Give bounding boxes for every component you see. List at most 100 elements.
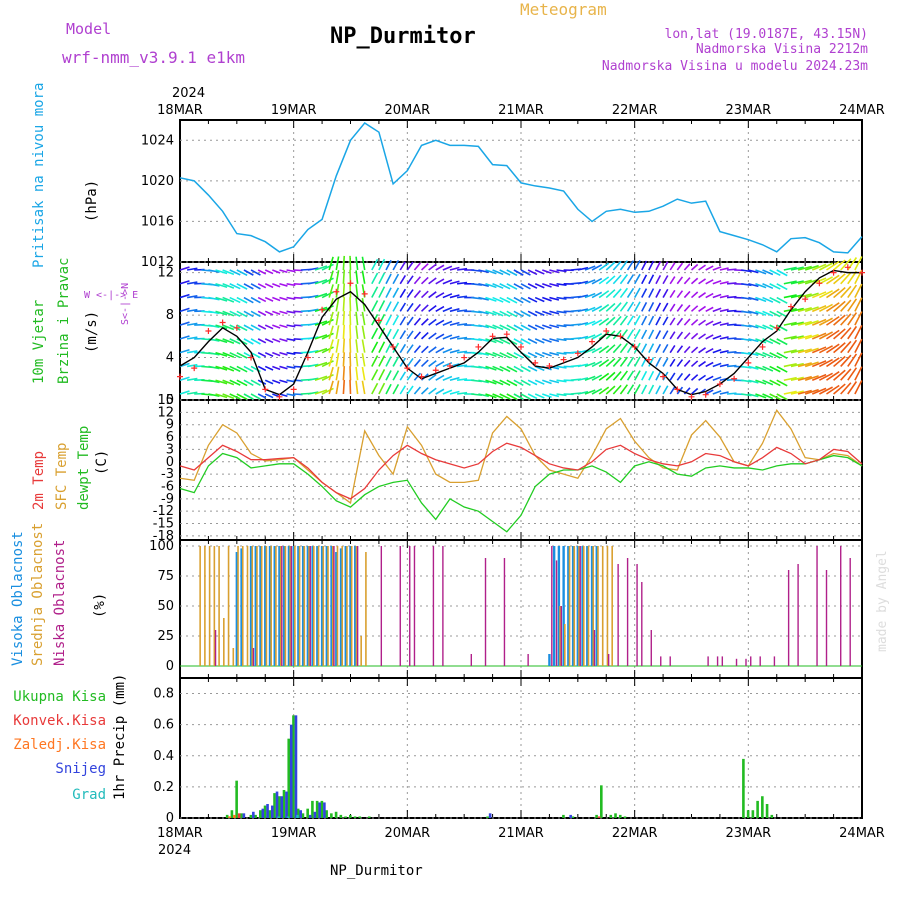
wind-vector <box>406 371 414 381</box>
convective-precip-bar <box>237 813 241 818</box>
wind-vector <box>406 330 414 340</box>
wind-vector <box>215 296 228 302</box>
wind-vector <box>272 379 281 384</box>
wind-vector <box>442 375 453 381</box>
wind-vector <box>399 261 407 271</box>
wind-vector <box>804 347 819 354</box>
hail-bar <box>277 816 280 818</box>
wind-vector <box>215 351 228 357</box>
wind-vector <box>355 311 359 326</box>
wind-vector <box>456 350 468 354</box>
wind-vector <box>584 389 596 395</box>
wind-vector <box>342 324 346 339</box>
temp-y-tick: -12 <box>153 504 174 519</box>
wind-vector <box>655 371 662 381</box>
wind-vector <box>257 351 267 358</box>
wind-vector <box>826 371 840 381</box>
wind-vector <box>420 359 429 368</box>
wind-vector <box>229 338 241 345</box>
wind-vector <box>690 332 699 340</box>
wind-vector <box>556 324 567 328</box>
gust-marker <box>233 324 240 331</box>
wind-vector <box>456 323 468 326</box>
wind-vector <box>208 393 220 397</box>
wind-vector <box>392 342 400 354</box>
wind-vector <box>542 310 552 316</box>
wind-vector <box>449 349 460 354</box>
wind-vector <box>804 292 819 299</box>
wind-vector <box>335 352 340 367</box>
wind-vector <box>321 332 334 340</box>
snow-bar <box>488 813 492 818</box>
wind-vector <box>499 379 511 386</box>
wind-vector <box>335 311 340 326</box>
wind-vector <box>698 292 707 299</box>
wind-vector <box>676 317 684 326</box>
wind-vector <box>556 393 567 397</box>
wind-vector <box>229 393 241 400</box>
wind-vector <box>420 276 429 285</box>
wind-vector <box>683 332 691 340</box>
gust-marker <box>319 306 326 313</box>
wind-vector <box>783 280 797 285</box>
wind-vector <box>342 310 346 326</box>
wind-vector <box>435 361 445 368</box>
wind-vector <box>712 266 722 271</box>
precip-y-tick: 0.4 <box>153 749 174 764</box>
wind-vector <box>385 273 392 285</box>
wind-vector <box>669 262 676 271</box>
wind-vector <box>712 279 722 285</box>
wind-vector <box>478 269 489 274</box>
wind-vector <box>208 310 220 315</box>
wind-vector <box>335 297 340 312</box>
wind-vector <box>676 276 684 285</box>
wind-unit: (m/s) <box>84 311 100 353</box>
wind-vector <box>755 269 767 275</box>
wind-vector <box>435 278 445 285</box>
pressure-y-tick: 1020 <box>141 174 174 189</box>
wind-vector <box>435 264 445 271</box>
wind-vector <box>378 272 386 285</box>
wind-vector <box>840 313 852 326</box>
wind-vector <box>250 338 261 345</box>
wind-vector <box>449 280 460 285</box>
total-precip-bar <box>292 715 295 818</box>
wind-vector <box>769 379 781 387</box>
wind-vector <box>499 269 511 276</box>
wind-vector <box>420 345 429 354</box>
wind-vector <box>272 365 281 371</box>
wind-y-tick: 8 <box>166 308 174 323</box>
wind-vector <box>286 351 296 356</box>
wind-vector <box>705 348 714 354</box>
wind-vector <box>577 308 589 313</box>
wind-vector <box>243 283 254 290</box>
wind-vector <box>420 387 429 395</box>
wind-vector <box>478 379 489 384</box>
x-axis-labels: 18MAR 18MAR 19MAR 19MAR 20MAR 20MAR 21MAR 21MAR… <box>157 103 885 841</box>
wind-vector <box>335 256 340 271</box>
wind-vector <box>577 390 589 395</box>
wind-vector <box>413 262 422 271</box>
wind-vector <box>499 296 511 304</box>
wind-vector <box>335 270 340 284</box>
wind-vector <box>605 385 616 395</box>
gust-marker <box>773 324 780 331</box>
wind-vector <box>506 365 518 373</box>
wind-vector <box>719 336 729 340</box>
wind-vector <box>513 365 524 373</box>
snow-bar <box>318 802 321 818</box>
wind-vector <box>698 333 707 340</box>
pressure-y-tick: 1012 <box>141 255 174 270</box>
wind-vector <box>413 372 422 381</box>
wind-vector <box>847 353 858 367</box>
wind-vector <box>279 365 288 370</box>
gust-marker <box>361 290 368 297</box>
cloud-unit: (%) <box>92 593 108 618</box>
x-tick-label-bottom: 19MAR <box>271 826 317 841</box>
gust-marker <box>546 363 553 370</box>
wind-vector <box>676 262 684 271</box>
wind-vector <box>847 298 858 312</box>
temp-y-tick: 3 <box>166 442 174 457</box>
wind-vector <box>257 324 267 330</box>
wind-vector <box>591 305 603 313</box>
